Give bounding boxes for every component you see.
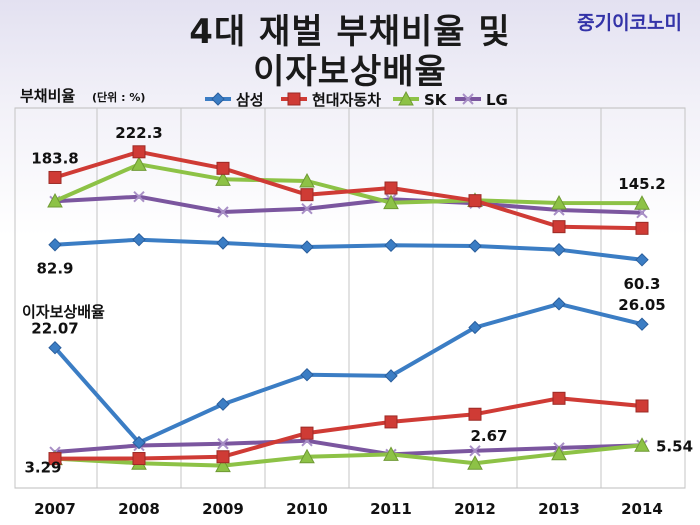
series-line bbox=[53, 194, 644, 215]
data-point bbox=[300, 240, 314, 254]
data-point bbox=[468, 194, 482, 208]
data-point bbox=[131, 156, 147, 171]
x-tick-label: 2012 bbox=[454, 500, 496, 518]
data-point bbox=[635, 317, 649, 331]
series-line bbox=[53, 301, 644, 445]
data-point bbox=[217, 438, 229, 450]
data-label: 145.2 bbox=[618, 175, 665, 193]
legend-marker bbox=[287, 92, 301, 106]
data-point bbox=[48, 452, 62, 466]
legend-label: LG bbox=[486, 91, 508, 109]
data-label: 222.3 bbox=[115, 124, 162, 142]
series-line bbox=[53, 396, 644, 461]
x-tick-label: 2007 bbox=[34, 500, 76, 518]
legend-label: 현대자동차 bbox=[312, 91, 381, 109]
panel-labels: 부채비율 (단위 : %) 이자보상배율 bbox=[20, 87, 145, 321]
data-label: 22.07 bbox=[31, 320, 78, 338]
x-tick-label: 2014 bbox=[621, 500, 663, 518]
data-point bbox=[133, 190, 145, 203]
data-point bbox=[384, 415, 398, 429]
data-label: 3.29 bbox=[24, 459, 61, 477]
data-point bbox=[48, 238, 62, 252]
x-tick-label: 2013 bbox=[538, 500, 580, 518]
data-point bbox=[469, 445, 481, 457]
data-point bbox=[48, 341, 62, 355]
series-line bbox=[53, 443, 644, 468]
x-tick-label: 2008 bbox=[118, 500, 160, 518]
data-point bbox=[384, 369, 398, 383]
data-point bbox=[634, 437, 650, 452]
data-point bbox=[299, 448, 315, 464]
data-point bbox=[552, 220, 566, 234]
data-point bbox=[635, 221, 649, 235]
data-label: 5.54 bbox=[656, 437, 693, 455]
brand-logo: 중기이코노미 bbox=[577, 12, 682, 34]
data-point bbox=[551, 194, 567, 210]
data-point bbox=[384, 238, 398, 253]
data-point bbox=[132, 452, 146, 466]
series-line bbox=[53, 149, 644, 231]
data-point bbox=[634, 195, 650, 210]
data-point bbox=[383, 194, 399, 210]
data-point bbox=[300, 188, 314, 202]
data-point bbox=[47, 192, 63, 208]
data-point bbox=[468, 407, 482, 421]
data-point bbox=[216, 397, 230, 411]
data-label: 82.9 bbox=[36, 260, 73, 278]
data-point bbox=[132, 435, 146, 450]
series-line bbox=[53, 237, 644, 262]
title-line-1: 4대 재벌 부채비율 및 bbox=[189, 12, 511, 52]
data-point bbox=[215, 171, 231, 186]
legend-marker bbox=[211, 92, 225, 106]
data-label: 26.05 bbox=[618, 296, 665, 314]
grid bbox=[14, 107, 686, 489]
data-point bbox=[552, 391, 566, 405]
x-tick-label: 2011 bbox=[370, 500, 412, 518]
data-labels: 183.8 222.3 82.9 145.2 60.3 22.07 3.29 26.05 2.6… bbox=[24, 124, 693, 477]
panel-unit-label: (단위 : %) bbox=[92, 90, 145, 104]
panel-label: 부채비율 bbox=[20, 87, 75, 105]
data-point bbox=[635, 253, 649, 267]
data-point bbox=[299, 172, 315, 188]
data-point bbox=[215, 457, 231, 473]
legend-marker bbox=[398, 90, 414, 106]
data-point bbox=[216, 236, 230, 250]
data-point bbox=[48, 170, 62, 184]
data-point bbox=[217, 206, 229, 218]
data-point bbox=[384, 181, 398, 195]
data-point bbox=[132, 145, 146, 159]
data-point bbox=[552, 242, 566, 257]
data-label: 2.67 bbox=[470, 427, 507, 445]
data-label: 183.8 bbox=[31, 149, 78, 167]
plot-frame bbox=[14, 107, 686, 489]
legend-label: SK bbox=[424, 91, 448, 109]
data-point bbox=[300, 367, 314, 382]
legend: 삼성 현대자동차 SK LG bbox=[205, 90, 508, 109]
data-point bbox=[301, 202, 313, 215]
legend-marker bbox=[462, 93, 474, 105]
data-point bbox=[383, 446, 399, 461]
data-point bbox=[467, 455, 483, 470]
panel-label: 이자보상배율 bbox=[22, 303, 105, 321]
x-axis: 2007 2008 2009 2010 2011 2012 2013 2014 bbox=[34, 500, 663, 518]
data-point bbox=[552, 297, 566, 311]
data-point bbox=[300, 426, 314, 440]
data-point bbox=[132, 232, 146, 247]
title-line-2: 이자보상배율 bbox=[253, 52, 447, 92]
data-label: 60.3 bbox=[623, 275, 660, 293]
data-point bbox=[635, 399, 649, 413]
data-point bbox=[216, 450, 230, 464]
data-point bbox=[468, 239, 482, 253]
data-point bbox=[216, 161, 230, 175]
data-point bbox=[468, 320, 482, 335]
series bbox=[47, 145, 650, 473]
series-line bbox=[53, 438, 644, 457]
legend-label: 삼성 bbox=[236, 91, 264, 109]
data-point bbox=[551, 445, 567, 461]
x-tick-label: 2009 bbox=[202, 500, 244, 518]
x-tick-label: 2010 bbox=[286, 500, 328, 518]
